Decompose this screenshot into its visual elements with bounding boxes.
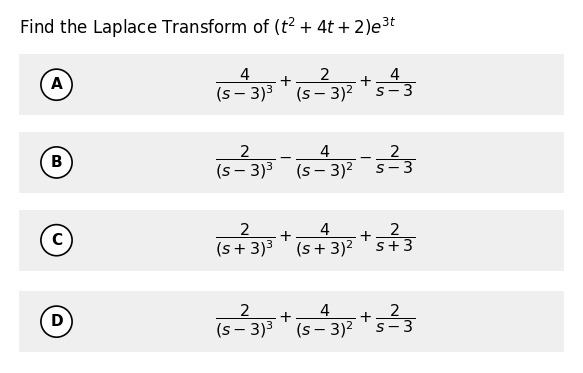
FancyBboxPatch shape (19, 210, 564, 271)
Ellipse shape (41, 147, 72, 178)
Text: $\dfrac{2}{(s-3)^3}+\dfrac{4}{(s-3)^2}+\dfrac{2}{s-3}$: $\dfrac{2}{(s-3)^3}+\dfrac{4}{(s-3)^2}+\… (215, 303, 415, 341)
Text: $\dfrac{4}{(s-3)^3}+\dfrac{2}{(s-3)^2}+\dfrac{4}{s-3}$: $\dfrac{4}{(s-3)^3}+\dfrac{2}{(s-3)^2}+\… (215, 66, 415, 104)
Ellipse shape (41, 225, 72, 256)
Text: Find the Laplace Transform of $(t^2 +4t + 2)e^{3t}$: Find the Laplace Transform of $(t^2 +4t … (19, 16, 396, 40)
Text: $\dfrac{2}{(s-3)^3}-\dfrac{4}{(s-3)^2}-\dfrac{2}{s-3}$: $\dfrac{2}{(s-3)^3}-\dfrac{4}{(s-3)^2}-\… (215, 144, 415, 181)
FancyBboxPatch shape (19, 132, 564, 193)
Text: $\dfrac{2}{(s+3)^3}+\dfrac{4}{(s+3)^2}+\dfrac{2}{s+3}$: $\dfrac{2}{(s+3)^3}+\dfrac{4}{(s+3)^2}+\… (215, 221, 415, 259)
FancyBboxPatch shape (19, 291, 564, 352)
Ellipse shape (41, 69, 72, 100)
Ellipse shape (41, 306, 72, 337)
Text: C: C (51, 233, 62, 248)
Text: A: A (51, 77, 62, 92)
Text: D: D (50, 314, 63, 329)
Text: B: B (51, 155, 62, 170)
FancyBboxPatch shape (19, 54, 564, 115)
